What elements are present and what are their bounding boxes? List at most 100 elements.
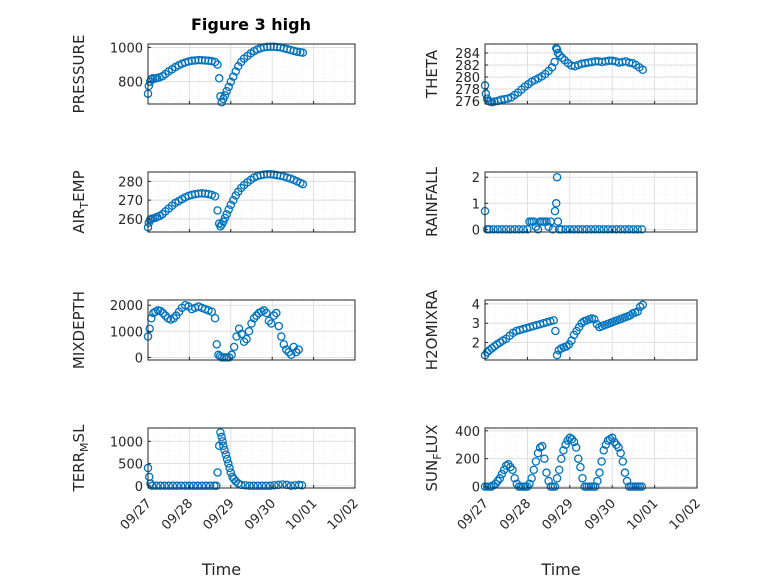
data-point	[213, 206, 222, 215]
data-point	[269, 311, 279, 320]
data-point	[578, 473, 587, 483]
data-point	[160, 481, 169, 491]
data-point	[607, 433, 617, 443]
x-axis-label: Time	[540, 560, 580, 579]
y-axis-label-tail: SL	[70, 424, 88, 443]
y-tick-label: 1	[472, 197, 480, 212]
data-point	[225, 463, 234, 473]
data-point	[156, 481, 165, 491]
y-tick-label: 1000	[110, 435, 143, 450]
y-tick-label: 2	[472, 337, 480, 352]
data-point	[525, 479, 534, 489]
data-point	[237, 329, 246, 339]
data-point	[559, 446, 568, 455]
data-point	[152, 481, 161, 491]
data-point	[245, 481, 254, 491]
y-tick-label: 0	[472, 223, 480, 238]
data-point	[164, 481, 173, 491]
data-point	[553, 217, 563, 226]
data-point	[542, 468, 551, 477]
data-point	[571, 443, 581, 452]
data-point	[550, 206, 560, 216]
data-point	[222, 454, 232, 464]
data-point	[286, 481, 296, 491]
x-tick-label: 09/29	[540, 496, 577, 533]
data-point	[247, 319, 256, 328]
axes-box	[484, 427, 698, 489]
data-point	[578, 225, 587, 234]
data-point	[259, 306, 269, 315]
data-point	[550, 57, 559, 67]
y-tick-label: 1000	[110, 41, 143, 56]
data-point	[291, 347, 301, 357]
data-point	[262, 308, 271, 318]
data-point	[217, 432, 226, 442]
data-point	[146, 479, 155, 488]
data-point	[481, 89, 491, 99]
data-point	[508, 465, 517, 475]
data-point	[222, 209, 231, 219]
data-point	[616, 225, 625, 234]
y-axis-label: TERRMSL	[70, 424, 91, 493]
axes-box	[484, 299, 698, 361]
data-point	[185, 481, 194, 491]
data-point	[552, 172, 562, 182]
data-point	[533, 225, 543, 234]
axes-box	[484, 171, 698, 233]
data-point	[546, 317, 555, 326]
data-point	[590, 482, 600, 491]
data-point	[544, 222, 553, 232]
data-point	[227, 350, 236, 360]
data-point	[605, 434, 615, 444]
y-axis-label-subscript: M	[78, 442, 91, 452]
data-point	[501, 461, 511, 470]
x-tick-label: 09/29	[201, 496, 238, 533]
axes-box	[147, 43, 356, 105]
data-point	[489, 225, 498, 234]
axes-box	[147, 427, 356, 489]
y-axis-label-main: SUN	[423, 460, 441, 492]
data-point	[249, 314, 259, 323]
data-point	[210, 57, 220, 67]
data-point	[574, 225, 583, 234]
y-axis-label-main: THETA	[423, 49, 441, 99]
y-tick-label: 280	[455, 71, 480, 86]
data-point	[156, 306, 165, 316]
data-point	[635, 302, 645, 312]
data-point	[197, 481, 207, 491]
data-point	[218, 437, 227, 446]
data-point	[557, 53, 567, 63]
data-point	[529, 465, 539, 475]
data-point	[294, 345, 303, 354]
data-point	[226, 468, 236, 477]
y-tick-label: 282	[455, 59, 480, 74]
data-point	[620, 468, 630, 477]
y-axis-label-main: TERR	[70, 452, 88, 493]
data-point	[518, 225, 528, 234]
data-point	[169, 314, 178, 323]
y-tick-label: 0	[135, 480, 143, 495]
y-tick-label: 4	[472, 298, 480, 313]
y-tick-label: 500	[118, 458, 143, 473]
y-tick-label: 0	[472, 481, 480, 496]
data-point	[224, 353, 234, 362]
data-point	[550, 482, 560, 491]
x-tick-label: 09/28	[497, 496, 534, 533]
data-point	[595, 225, 604, 234]
subplot-8: 0 200 400 SUNFLUX 09/27 09/28 09/29 09/30 10/01 1…	[423, 425, 704, 579]
y-tick-label: 400	[455, 425, 480, 440]
data-point	[292, 47, 302, 56]
data-point	[241, 481, 250, 490]
data-point	[213, 468, 222, 477]
x-tick-label: 10/01	[624, 496, 661, 533]
data-point	[168, 481, 178, 491]
data-point	[599, 225, 608, 234]
data-point	[213, 60, 222, 69]
data-point	[557, 225, 566, 234]
data-point	[298, 179, 308, 189]
data-point	[286, 350, 296, 360]
y-tick-label: 800	[118, 76, 143, 91]
data-point	[219, 441, 228, 451]
data-point	[229, 342, 239, 352]
